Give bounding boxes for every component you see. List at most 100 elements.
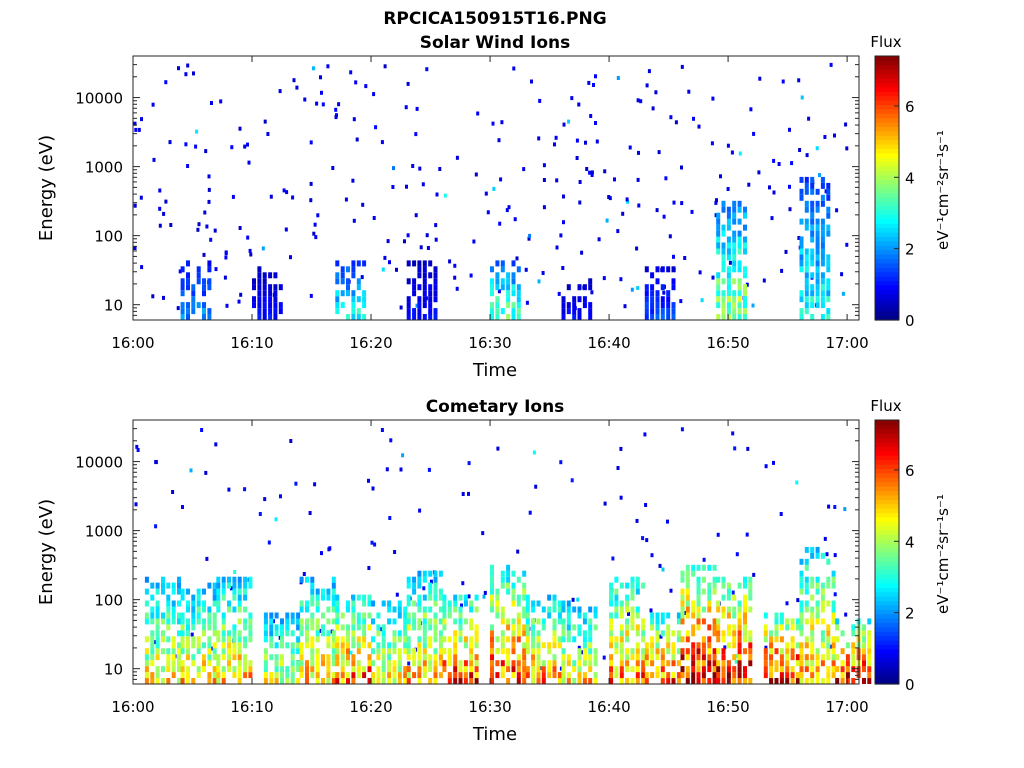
- burst-cell: [315, 636, 320, 643]
- burst-cell: [232, 576, 237, 583]
- burst-cell: [867, 654, 872, 661]
- burst-cell: [412, 588, 417, 595]
- burst-cell: [180, 278, 185, 285]
- burst-cell: [331, 636, 336, 643]
- sparse-count: [507, 205, 511, 210]
- burst-cell: [820, 200, 825, 207]
- burst-cell: [351, 672, 356, 679]
- burst-cell: [691, 600, 696, 607]
- burst-cell: [804, 260, 809, 267]
- sparse-count: [202, 252, 206, 257]
- burst-cell: [166, 582, 171, 589]
- sparse-count: [278, 89, 282, 94]
- burst-cell: [619, 672, 624, 679]
- burst-cell: [712, 678, 717, 684]
- burst-cell: [433, 648, 438, 655]
- burst-cell: [166, 594, 171, 601]
- burst-cell: [671, 654, 676, 661]
- sparse-count: [747, 182, 751, 187]
- burst-cell: [748, 678, 753, 684]
- burst-cell: [716, 290, 721, 297]
- burst-cell: [815, 582, 820, 589]
- burst-cell: [237, 606, 242, 613]
- burst-cell: [655, 636, 660, 643]
- burst-cell: [315, 660, 320, 667]
- burst-cell: [726, 212, 731, 219]
- burst-cell: [732, 302, 737, 309]
- burst-cell: [541, 624, 546, 631]
- burst-cell: [707, 666, 712, 673]
- burst-cell: [248, 612, 253, 619]
- burst-cell: [691, 606, 696, 613]
- burst-cell: [511, 642, 516, 649]
- x-tick-label: 17:00: [825, 698, 868, 716]
- burst-cell: [826, 582, 831, 589]
- burst-cell: [577, 648, 582, 655]
- burst-cell: [660, 654, 665, 661]
- burst-cell: [696, 618, 701, 625]
- burst-cell: [422, 594, 427, 601]
- burst-cell: [531, 624, 536, 631]
- burst-cell: [625, 654, 630, 661]
- colorbar-segment: [875, 442, 899, 447]
- burst-cell: [161, 618, 165, 625]
- sparse-count: [371, 486, 375, 491]
- colorbar-title: Flux: [870, 397, 901, 415]
- sparse-count: [587, 80, 591, 85]
- burst-cell: [748, 642, 753, 649]
- burst-cell: [490, 660, 494, 667]
- sparse-count: [395, 267, 398, 272]
- burst-cell: [561, 624, 566, 631]
- burst-cell: [566, 630, 571, 637]
- burst-cell: [810, 678, 815, 684]
- burst-cell: [469, 660, 474, 667]
- burst-cell: [655, 296, 660, 303]
- burst-cell: [511, 314, 516, 320]
- burst-cell: [799, 314, 804, 320]
- sparse-count: [158, 188, 162, 193]
- burst-cell: [263, 618, 268, 625]
- burst-cell: [417, 654, 422, 661]
- burst-cell: [522, 582, 527, 589]
- burst-cell: [428, 570, 433, 577]
- burst-cell: [417, 266, 422, 273]
- sparse-count: [619, 495, 623, 500]
- burst-cell: [726, 242, 731, 249]
- burst-cell: [171, 588, 176, 595]
- colorbar-segment: [875, 420, 899, 425]
- burst-cell: [248, 618, 253, 625]
- burst-cell: [851, 648, 856, 655]
- burst-cell: [625, 666, 630, 673]
- burst-cell: [315, 594, 320, 601]
- burst-cell: [381, 648, 386, 655]
- sparse-count: [516, 549, 520, 554]
- burst-cell: [453, 606, 458, 613]
- burst-cell: [641, 654, 646, 661]
- burst-cell: [490, 570, 494, 577]
- sparse-count: [730, 150, 734, 155]
- burst-cell: [820, 636, 825, 643]
- burst-cell: [614, 648, 619, 655]
- burst-cell: [397, 612, 402, 619]
- burst-cell: [442, 636, 447, 643]
- burst-cell: [721, 636, 726, 643]
- burst-cell: [790, 642, 795, 649]
- burst-cell: [417, 600, 422, 607]
- burst-cell: [447, 660, 452, 667]
- burst-cell: [660, 284, 665, 291]
- colorbar-segment: [875, 635, 899, 641]
- burst-cell: [438, 654, 443, 661]
- burst-cell: [763, 630, 768, 637]
- colorbar-segment: [875, 657, 899, 663]
- burst-cell: [500, 630, 505, 637]
- burst-cell: [635, 672, 640, 679]
- burst-cell: [191, 618, 196, 625]
- burst-cell: [536, 678, 541, 684]
- burst-cell: [826, 182, 831, 189]
- burst-cell: [680, 654, 685, 661]
- burst-cell: [867, 672, 872, 679]
- burst-cell: [561, 660, 566, 667]
- burst-cell: [403, 642, 408, 649]
- burst-cell: [356, 308, 361, 315]
- burst-cell: [227, 636, 231, 643]
